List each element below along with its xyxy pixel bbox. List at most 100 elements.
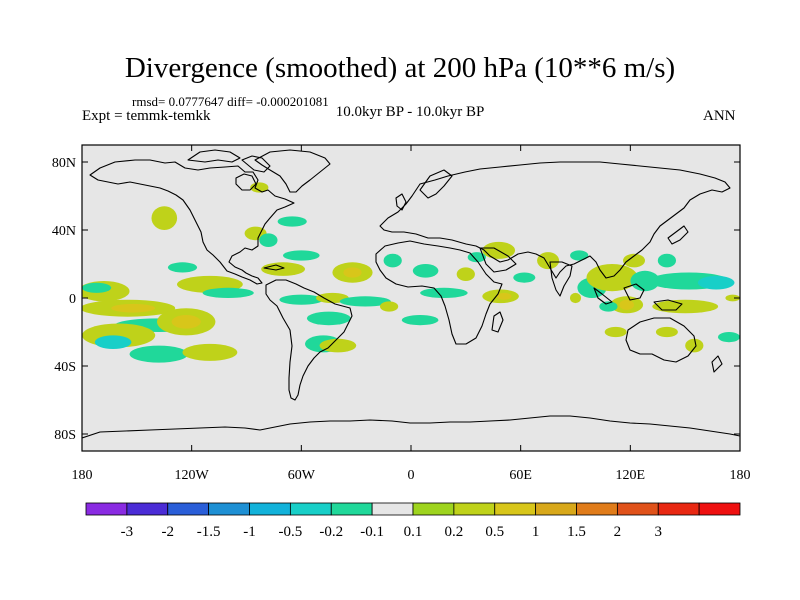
colorbar-label: 0.2 xyxy=(445,524,464,540)
experiment-label: Expt = temmk-temkk xyxy=(82,108,211,124)
coast-eurasia xyxy=(379,161,731,279)
positive-divergence-region xyxy=(619,299,634,310)
colorbar-swatch xyxy=(412,502,455,516)
colorbar-label: 3 xyxy=(655,524,663,540)
coast-hudson-bay xyxy=(235,173,257,191)
anomaly-layer xyxy=(82,182,740,363)
negative-divergence-region xyxy=(283,250,320,261)
positive-divergence-region xyxy=(652,299,719,314)
lon-tick-label: 120W xyxy=(175,468,210,483)
coast-madagascar xyxy=(491,311,504,333)
negative-divergence-region xyxy=(401,315,439,326)
colorbar-swatch xyxy=(616,502,659,516)
negative-divergence-region xyxy=(94,335,132,350)
negative-divergence-region xyxy=(259,233,278,247)
coast-cuba xyxy=(263,264,285,271)
positive-divergence-region xyxy=(171,315,201,329)
negative-divergence-region xyxy=(467,252,486,263)
negative-divergence-region xyxy=(339,296,391,307)
lon-tick-label: 180 xyxy=(730,468,751,483)
colorbar-swatch xyxy=(535,502,577,516)
negative-divergence-region xyxy=(277,216,307,227)
colorbar-label: -1 xyxy=(243,524,256,540)
colorbar-swatch xyxy=(371,502,414,516)
coast-new-zealand xyxy=(711,355,723,373)
colorbar-swatch xyxy=(167,502,210,516)
positive-divergence-region xyxy=(685,338,704,353)
rmsd-diff-stats: rmsd= 0.0777647 diff= -0.000201081 xyxy=(132,94,329,109)
lat-tick-label: 0 xyxy=(69,292,76,307)
colorbar-swatch xyxy=(576,502,618,516)
negative-divergence-region xyxy=(420,287,468,298)
season-label: ANN xyxy=(703,108,736,124)
colorbar-swatch xyxy=(453,502,496,516)
positive-divergence-region xyxy=(343,267,362,278)
colorbar-label: -3 xyxy=(121,524,134,540)
coast-japan xyxy=(667,225,689,245)
colorbar-swatch xyxy=(494,502,537,516)
positive-divergence-region xyxy=(604,326,627,338)
colorbar-label: -0.2 xyxy=(319,524,343,540)
negative-divergence-region xyxy=(570,250,589,261)
colorbar: -3 -2 -1.5 -1 -0.5 -0.2 -0.1 0.1 0.2 0.5 1 1.5 2 3 xyxy=(85,502,741,540)
lat-tick-label: 80S xyxy=(54,428,76,443)
colorbar-swatch xyxy=(330,502,373,516)
latitude-axis: 80N 40N 0 40S 80S xyxy=(52,156,740,443)
coast-south-america xyxy=(265,279,353,401)
colorbar-swatch xyxy=(85,502,128,516)
colorbar-label: 2 xyxy=(614,524,622,540)
lat-tick-label: 40S xyxy=(54,360,76,375)
colorbar-label: -0.1 xyxy=(360,524,384,540)
colorbar-swatch xyxy=(698,502,741,516)
coast-baffin-island xyxy=(241,155,271,173)
negative-divergence-region xyxy=(657,253,677,268)
coast-scandinavia xyxy=(419,169,453,199)
time-period-label: 10.0kyr BP - 10.0kyr BP xyxy=(335,104,485,120)
negative-divergence-region xyxy=(202,287,254,298)
map-background xyxy=(82,145,740,451)
colorbar-label: 0.1 xyxy=(404,524,423,540)
coast-australia xyxy=(625,317,697,363)
lon-tick-label: 60E xyxy=(509,468,532,483)
coast-great-britain xyxy=(395,193,407,211)
positive-divergence-region xyxy=(586,264,638,292)
positive-divergence-region xyxy=(151,206,178,231)
negative-divergence-region xyxy=(383,253,402,268)
coast-canadian-archipelago xyxy=(187,149,241,163)
negative-divergence-region xyxy=(167,262,198,273)
positive-divergence-region xyxy=(380,301,399,312)
positive-divergence-region xyxy=(570,292,581,304)
positive-divergence-region xyxy=(496,292,512,300)
coast-new-guinea xyxy=(653,299,683,311)
positive-divergence-region xyxy=(537,252,560,270)
colorbar-swatch xyxy=(126,502,169,516)
positive-divergence-region xyxy=(725,294,740,302)
plot-title: Divergence (smoothed) at 200 hPa (10**6 … xyxy=(124,52,676,84)
colorbar-label: -0.5 xyxy=(279,524,303,540)
negative-divergence-region xyxy=(412,264,439,278)
positive-divergence-region xyxy=(182,343,238,361)
colorbar-label: 1 xyxy=(532,524,540,540)
coastlines xyxy=(82,149,740,439)
longitude-axis: 180 120W 60W 0 60E 120E 180 xyxy=(72,145,751,483)
colorbar-swatch xyxy=(289,502,332,516)
negative-divergence-region xyxy=(630,270,660,292)
coast-india xyxy=(549,261,573,297)
colorbar-label: -1.5 xyxy=(197,524,221,540)
negative-divergence-region xyxy=(306,311,351,326)
negative-divergence-region xyxy=(513,272,536,283)
colorbar-label: 1.5 xyxy=(567,524,586,540)
lon-tick-label: 120E xyxy=(616,468,646,483)
colorbar-swatch xyxy=(657,502,700,516)
negative-divergence-region xyxy=(599,301,618,312)
coast-greenland xyxy=(254,149,331,193)
coast-borneo xyxy=(623,283,645,301)
negative-divergence-region xyxy=(129,345,188,363)
coast-arabia xyxy=(479,247,517,273)
positive-divergence-region xyxy=(456,267,475,282)
positive-divergence-region xyxy=(623,253,645,268)
lon-tick-label: 0 xyxy=(408,468,415,483)
lon-tick-label: 60W xyxy=(288,468,316,483)
lat-tick-label: 80N xyxy=(52,156,76,171)
